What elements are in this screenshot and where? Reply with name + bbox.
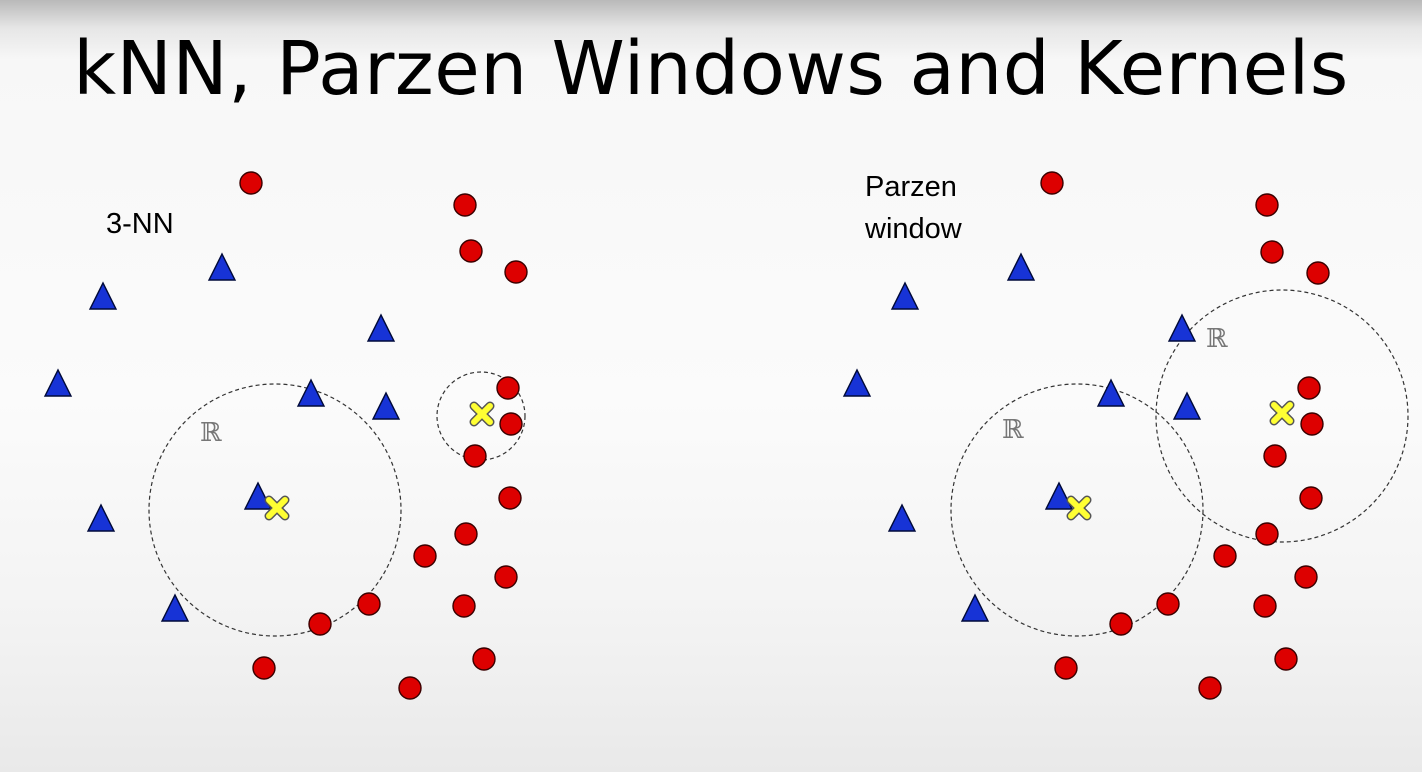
- region-circle: [1155, 289, 1409, 543]
- red-circle-point: [1054, 656, 1078, 680]
- red-circle-point: [1274, 647, 1298, 671]
- parzen-panel: ℝℝ: [842, 171, 1409, 700]
- region-label: ℝ: [200, 418, 222, 448]
- red-circle-point: [1294, 565, 1318, 589]
- red-circle-point: [472, 647, 496, 671]
- blue-triangle-point: [1006, 252, 1036, 281]
- red-circle-point: [1156, 592, 1180, 616]
- red-circle-point: [398, 676, 422, 700]
- red-circle-point: [239, 171, 263, 195]
- region-circle: [436, 371, 526, 461]
- blue-triangle-point: [43, 368, 73, 397]
- blue-triangle-point: [890, 281, 920, 310]
- red-circle-point: [496, 376, 520, 400]
- red-circle-point: [494, 565, 518, 589]
- red-circle-point: [1213, 544, 1237, 568]
- blue-triangle-point: [88, 281, 118, 310]
- red-circle-point: [1253, 594, 1277, 618]
- red-circle-point: [499, 412, 523, 436]
- parzen-panel-label: Parzen window: [865, 171, 962, 246]
- red-circle-point: [1255, 522, 1279, 546]
- region-label: ℝ: [1002, 415, 1024, 445]
- region-circle: [148, 383, 402, 637]
- red-circle-point: [1297, 376, 1321, 400]
- blue-triangle-point: [1167, 313, 1197, 342]
- blue-triangle-point: [1096, 378, 1126, 407]
- blue-triangle-point: [371, 391, 401, 420]
- blue-triangle-point: [160, 593, 190, 622]
- blue-triangle-point: [842, 368, 872, 397]
- blue-triangle-point: [296, 378, 326, 407]
- red-circle-point: [252, 656, 276, 680]
- region-circle: [950, 383, 1204, 637]
- blue-triangle-point: [1044, 481, 1074, 510]
- blue-triangle-point: [1172, 391, 1202, 420]
- red-circle-point: [1263, 444, 1287, 468]
- red-circle-point: [308, 612, 332, 636]
- red-circle-point: [453, 193, 477, 217]
- red-circle-point: [452, 594, 476, 618]
- red-circle-point: [504, 260, 528, 284]
- knn-panel: ℝ: [43, 171, 528, 700]
- blue-triangle-point: [366, 313, 396, 342]
- blue-triangle-point: [887, 503, 917, 532]
- red-circle-point: [459, 239, 483, 263]
- blue-triangle-point: [207, 252, 237, 281]
- red-circle-point: [1198, 676, 1222, 700]
- red-circle-point: [454, 522, 478, 546]
- blue-triangle-point: [86, 503, 116, 532]
- red-circle-point: [357, 592, 381, 616]
- query-x-marker: [264, 495, 290, 521]
- red-circle-point: [1255, 193, 1279, 217]
- knn-panel-label: 3-NN: [106, 208, 174, 240]
- blue-triangle-point: [960, 593, 990, 622]
- blue-triangle-point: [243, 481, 273, 510]
- red-circle-point: [1109, 612, 1133, 636]
- red-circle-point: [1306, 261, 1330, 285]
- red-circle-point: [413, 544, 437, 568]
- red-circle-point: [463, 444, 487, 468]
- query-x-marker: [469, 401, 495, 427]
- slide-title: kNN, Parzen Windows and Kernels: [73, 26, 1349, 112]
- red-circle-point: [1040, 171, 1064, 195]
- red-circle-point: [1260, 240, 1284, 264]
- red-circle-point: [498, 486, 522, 510]
- region-label: ℝ: [1206, 324, 1228, 354]
- query-x-marker: [1269, 400, 1295, 426]
- red-circle-point: [1299, 486, 1323, 510]
- query-x-marker: [1066, 495, 1092, 521]
- red-circle-point: [1300, 412, 1324, 436]
